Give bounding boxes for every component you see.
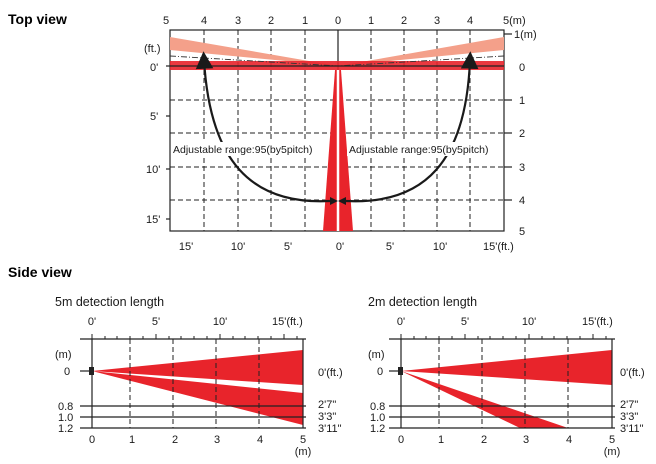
left-label: 0.8 — [370, 401, 385, 413]
m-label: 1 — [368, 15, 374, 27]
ft-label: 15'(ft.) — [582, 316, 613, 328]
panel-title-2m: 2m detection length — [368, 295, 477, 309]
bottom-ft-labels: 15' 10' 5' 0' 5' 10' 15'(ft.) — [179, 241, 514, 253]
top-view-diagram: 5 4 3 2 1 0 1 2 3 4 5(m) — [144, 15, 537, 253]
left-label: 1.2 — [58, 423, 73, 435]
left-label: 1.0 — [58, 412, 73, 424]
left-ft-label: 0' — [150, 62, 158, 74]
beam-left-pink — [170, 37, 338, 66]
right-label: 2'7" — [318, 399, 336, 411]
m-unit: (m) — [368, 349, 385, 361]
side-panel-5m: 5m detection length 0' 5' 10' 15'(ft.) (… — [55, 295, 343, 458]
m-label: 5(m) — [503, 15, 526, 27]
left-ft-label: 15' — [146, 214, 160, 226]
m-label: 2 — [401, 15, 407, 27]
x-label: 1 — [438, 434, 444, 446]
right-m-labels: 1(m) 0 1 2 3 4 5 — [504, 29, 537, 238]
x-label: 4 — [257, 434, 263, 446]
right-m-label: 3 — [519, 162, 525, 174]
ft-label: 15'(ft.) — [483, 241, 514, 253]
x-label: 2 — [481, 434, 487, 446]
beam-right-pink — [338, 37, 504, 66]
x-label: 4 — [566, 434, 572, 446]
x-label: 5 — [300, 434, 306, 446]
left-label: 0 — [377, 366, 383, 378]
x-label: 5 — [609, 434, 615, 446]
x-unit: (m) — [604, 446, 621, 458]
x-unit: (m) — [295, 446, 312, 458]
m-label: 0 — [335, 15, 341, 27]
left-ft-label: 5' — [150, 111, 158, 123]
ft-label: 0' — [88, 316, 96, 328]
ft-label: 0' — [336, 241, 344, 253]
left-label: 1.2 — [370, 423, 385, 435]
beam-upper-5m — [92, 350, 303, 385]
ft-label: 10' — [231, 241, 245, 253]
x-label: 2 — [172, 434, 178, 446]
m-label: 3 — [235, 15, 241, 27]
right-label: 0'(ft.) — [620, 367, 645, 379]
beam-lower-5m — [92, 371, 303, 425]
ft-label: 10' — [213, 316, 227, 328]
m-label: 1 — [302, 15, 308, 27]
x-label: 0 — [398, 434, 404, 446]
m-label: 4 — [201, 15, 207, 27]
x-label: 3 — [523, 434, 529, 446]
side-view-heading: Side view — [8, 264, 72, 280]
left-ft-labels: (ft.) 0' 5' 10' 15' — [144, 43, 170, 226]
adjust-arc-left — [195, 51, 331, 203]
left-label: 1.0 — [370, 412, 385, 424]
x-label: 0 — [89, 434, 95, 446]
left-ft-unit: (ft.) — [144, 43, 161, 55]
m-label: 2 — [268, 15, 274, 27]
side-panel-2m: 2m detection length 0' 5' 10' 15'(ft.) (… — [368, 295, 645, 458]
m-label: 4 — [467, 15, 473, 27]
m-label: 5 — [163, 15, 169, 27]
right-label: 0'(ft.) — [318, 367, 343, 379]
adjust-arc-right — [345, 51, 479, 203]
left-ft-label: 10' — [146, 164, 160, 176]
right-label: 3'3" — [318, 411, 336, 423]
right-m-label: 2 — [519, 128, 525, 140]
top-m-labels: 5 4 3 2 1 0 1 2 3 4 5(m) — [163, 15, 526, 27]
left-label: 0.8 — [58, 401, 73, 413]
top-view-heading: Top view — [8, 11, 67, 27]
x-label: 3 — [214, 434, 220, 446]
right-label: 2'7" — [620, 399, 638, 411]
right-label: 3'11" — [318, 423, 342, 435]
left-label: 0 — [64, 366, 70, 378]
right-m-label: 1 — [519, 95, 525, 107]
ft-label: 5' — [461, 316, 469, 328]
panel-title-5m: 5m detection length — [55, 295, 164, 309]
ft-label: 15' — [179, 241, 193, 253]
m-unit: (m) — [55, 349, 72, 361]
adjust-label-left: Adjustable range:95(by5pitch) — [173, 144, 313, 156]
right-m-label: 1(m) — [514, 29, 537, 41]
right-label: 3'11" — [620, 423, 644, 435]
m-label: 3 — [434, 15, 440, 27]
adjust-label-right: Adjustable range:95(by5pitch) — [349, 144, 489, 156]
ft-label: 10' — [522, 316, 536, 328]
right-m-label: 0 — [519, 62, 525, 74]
right-m-label: 4 — [519, 195, 525, 207]
beam-upper-2m — [401, 350, 612, 385]
ft-label: 15'(ft.) — [272, 316, 303, 328]
beam-lower-2m — [401, 371, 568, 428]
ft-label: 5' — [152, 316, 160, 328]
right-label: 3'3" — [620, 411, 638, 423]
ft-label: 5' — [284, 241, 292, 253]
ft-label: 10' — [433, 241, 447, 253]
x-label: 1 — [129, 434, 135, 446]
right-m-label: 5 — [519, 226, 525, 238]
ft-label: 5' — [386, 241, 394, 253]
ft-label: 0' — [397, 316, 405, 328]
